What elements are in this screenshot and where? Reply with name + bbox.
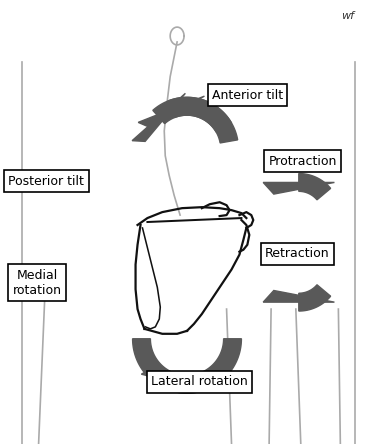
Polygon shape [299, 285, 330, 311]
Text: Posterior tilt: Posterior tilt [9, 174, 84, 188]
Text: Anterior tilt: Anterior tilt [212, 89, 283, 102]
Polygon shape [132, 339, 200, 393]
Text: Lateral rotation: Lateral rotation [151, 376, 248, 388]
Polygon shape [153, 97, 232, 132]
Polygon shape [138, 96, 204, 128]
Polygon shape [132, 93, 185, 141]
Text: Protraction: Protraction [269, 155, 337, 168]
Text: wf: wf [341, 11, 354, 21]
Polygon shape [164, 368, 233, 392]
Polygon shape [263, 182, 335, 194]
Polygon shape [141, 368, 210, 392]
Text: Medial
rotation: Medial rotation [13, 268, 62, 297]
Polygon shape [299, 173, 330, 200]
Text: Retraction: Retraction [265, 248, 330, 260]
Polygon shape [263, 290, 335, 302]
Polygon shape [174, 339, 241, 393]
Polygon shape [168, 97, 238, 143]
